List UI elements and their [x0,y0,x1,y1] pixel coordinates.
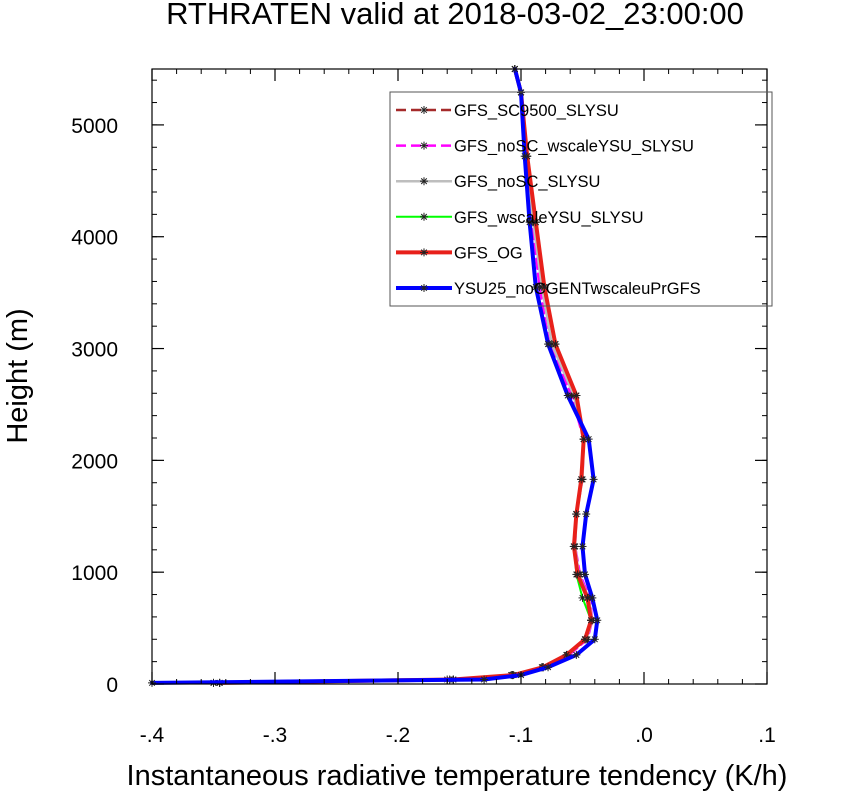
data-point [584,435,593,444]
data-point [577,475,586,484]
data-point [480,675,489,684]
legend-label: GFS_noSC_wscaleYSU_SLYSU [454,138,694,156]
plot-frame [151,68,768,685]
legend-label: YSU25_noCGENTwscaleuPrGFS [454,280,701,298]
data-point [580,570,589,579]
x-tick-label: -.2 [386,724,411,747]
chart-title: RTHRATEN valid at 2018-03-02_23:00:00 [166,0,744,31]
data-point [582,510,591,519]
legend-entry: GFS_noSC_wscaleYSU_SLYSU [396,138,694,156]
y-tick-label: 1000 [71,562,118,585]
data-point [563,391,572,400]
data-point [580,635,589,644]
series-line [218,67,593,685]
x-tick-label: -.4 [140,724,165,747]
data-point [578,593,587,602]
series-line [212,67,594,685]
y-tick-label: 5000 [71,115,118,138]
series-line [218,68,593,684]
data-point [593,616,602,625]
data-point [540,283,549,292]
legend-label: GFS_SC9500_SLYSU [454,102,619,120]
series-gfs-wscaleysu-slysu [215,65,596,687]
y-tick-label: 4000 [71,227,118,250]
data-point [525,218,534,227]
data-point [590,635,599,644]
y-tick-label: 0 [106,674,118,697]
series-line [150,67,600,685]
y-tick-label: 3000 [71,339,118,362]
y-axis-label: Height (m) [2,308,34,443]
data-point [544,340,553,349]
data-point [578,542,587,551]
x-tick-label: -.3 [263,724,288,747]
legend: GFS_SC9500_SLYSU GFS_noSC_wscaleYSU_SLYSU… [389,91,773,307]
legend-entry: GFS_OG [396,244,523,262]
data-point [573,570,582,579]
legend-entry: GFS_wscaleYSU_SLYSU [396,209,644,227]
legend-box [389,91,773,307]
legend-entry: GFS_SC9500_SLYSU [396,102,619,120]
y-tick-label: 2000 [71,450,118,473]
x-tick-label: -.1 [509,724,534,747]
legend-label: GFS_OG [454,244,523,262]
data-point [588,593,597,602]
x-tick-label: .0 [635,724,653,747]
legend-entry: YSU25_noCGENTwscaleuPrGFS [396,280,701,298]
series-ysu25-nocgentwscaleuprgfs [148,65,602,687]
data-point [544,663,553,672]
data-point [520,152,529,161]
series-layer [148,65,602,687]
data-point [589,475,598,484]
data-point [572,391,581,400]
data-point [531,283,540,292]
series-line [212,67,594,685]
series-line [217,67,594,685]
data-point [551,340,560,349]
ticks-layer: -.4 -.3 -.2 -.1 .0 .1 0 1000 2000 3000 4000 5000 [71,69,776,747]
series-gfs-sc9500-slysu [215,65,596,687]
x-axis-label: Instantaneous radiative temperature tend… [127,760,788,792]
data-point [569,542,578,551]
series-gfs-nosc-slysu [209,65,597,687]
x-tick-label: .1 [758,724,776,747]
legend-entry: GFS_noSC_SLYSU [396,173,600,191]
series-gfs-nosc-wscaleysu-slysu [209,65,597,687]
data-point [572,510,581,519]
legend-label: GFS_wscaleYSU_SLYSU [454,209,644,227]
legend-label: GFS_noSC_SLYSU [454,173,600,191]
data-point [572,650,581,659]
series-gfs-og [215,65,596,687]
